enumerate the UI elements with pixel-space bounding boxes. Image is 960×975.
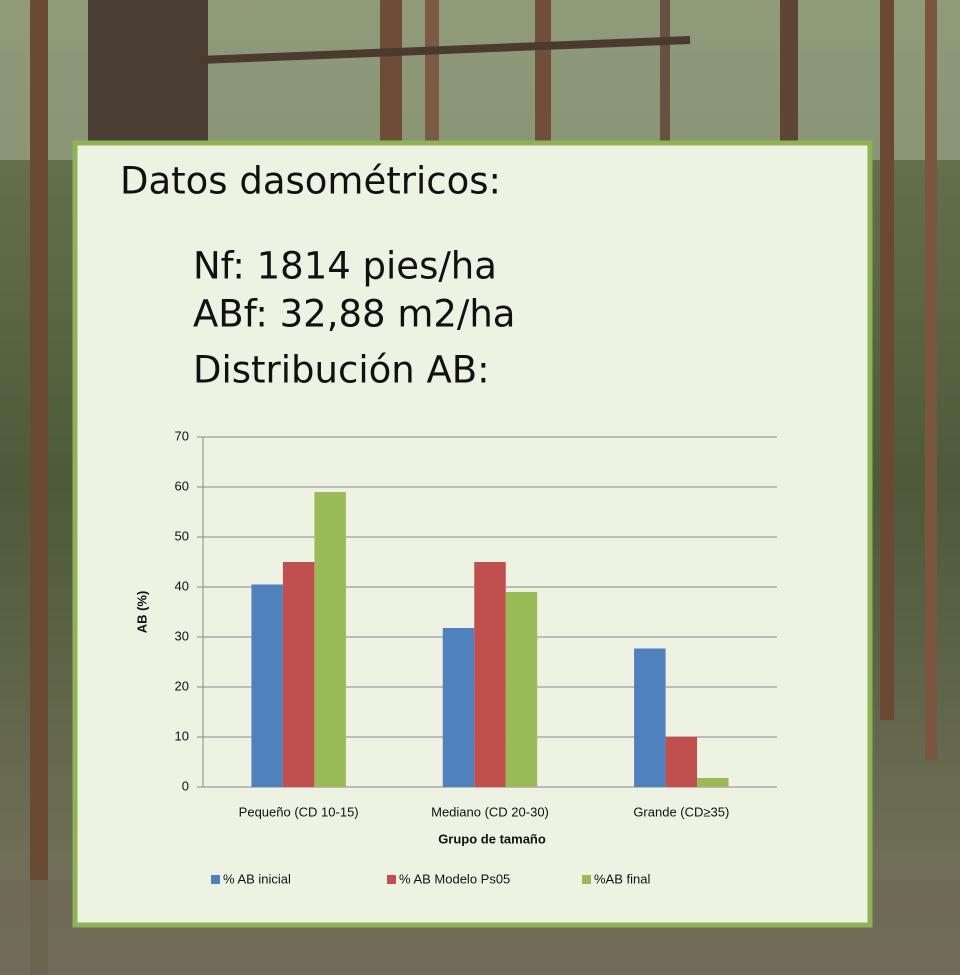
bar (474, 562, 506, 787)
y-tick-label: 10 (175, 728, 189, 743)
x-tick-label: Mediano (CD 20-30) (431, 804, 549, 819)
panel (72, 140, 873, 928)
bar (282, 562, 315, 787)
panel-line: Distribución AB: (193, 349, 490, 392)
y-tick-label: 60 (175, 478, 189, 493)
y-tick-label: 30 (175, 628, 189, 643)
bar (314, 492, 346, 787)
legend-label: % AB Modelo Ps05 (399, 871, 510, 886)
y-tick-label: 50 (175, 528, 189, 543)
panel-line: ABf: 32,88 m2/ha (193, 293, 516, 336)
legend-swatch (582, 875, 591, 884)
legend-swatch (211, 875, 220, 884)
bar (442, 628, 475, 787)
legend-label: %AB final (594, 871, 650, 886)
y-tick-label: 70 (175, 428, 189, 443)
y-tick-label: 0 (182, 778, 189, 793)
bar (505, 592, 538, 787)
y-axis-label: AB (%) (134, 591, 149, 634)
legend-label: % AB inicial (223, 871, 291, 886)
legend-swatch (387, 875, 396, 884)
x-axis-label: Grupo de tamaño (438, 831, 546, 846)
y-tick-label: 40 (175, 578, 189, 593)
panel-line: Nf: 1814 pies/ha (193, 245, 497, 288)
bar (634, 648, 666, 787)
bar (251, 584, 283, 787)
x-tick-label: Pequeño (CD 10-15) (239, 804, 359, 819)
bar (665, 737, 698, 787)
bar (697, 778, 729, 787)
panel-heading: Datos dasométricos: (120, 160, 501, 203)
y-tick-label: 20 (175, 678, 189, 693)
x-tick-label: Grande (CD≥35) (633, 804, 729, 819)
